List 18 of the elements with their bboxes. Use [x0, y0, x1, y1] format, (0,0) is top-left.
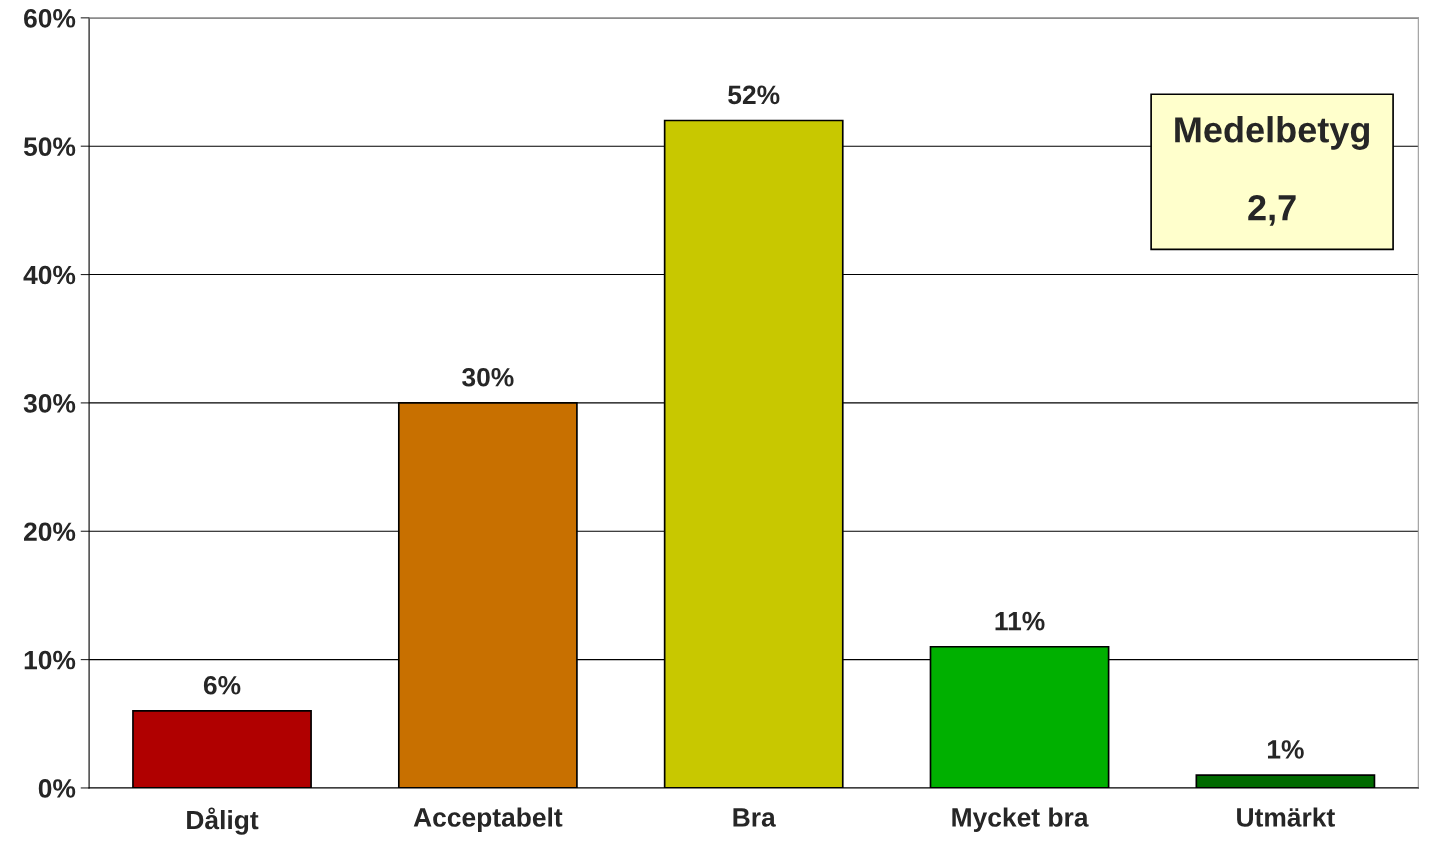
y-tick-label: 20%	[24, 522, 76, 542]
x-tick-label: Mycket bra	[952, 807, 1089, 832]
data-label: 1%	[1267, 740, 1304, 759]
y-tick-label: 0%	[38, 779, 76, 798]
data-label: 11%	[995, 611, 1045, 631]
data-label: 6%	[203, 675, 241, 695]
data-label: 30%	[462, 367, 514, 387]
y-tick-label: 50%	[23, 137, 76, 157]
y-tick-label: 40%	[23, 265, 76, 285]
y-tick-label: 30%	[23, 394, 76, 413]
x-tick-label: Bra	[733, 808, 776, 827]
y-tick-label: 60%	[24, 8, 76, 28]
data-label: 52%	[728, 85, 780, 105]
y-tick-label: 10%	[24, 650, 76, 670]
x-tick-label: Acceptabelt	[413, 807, 563, 832]
text: Medelbetyg 2,7	[1175, 116, 1370, 226]
x-tick-label: Dåligt	[187, 807, 259, 835]
x-tick-label: Utmärkt	[1237, 807, 1335, 827]
